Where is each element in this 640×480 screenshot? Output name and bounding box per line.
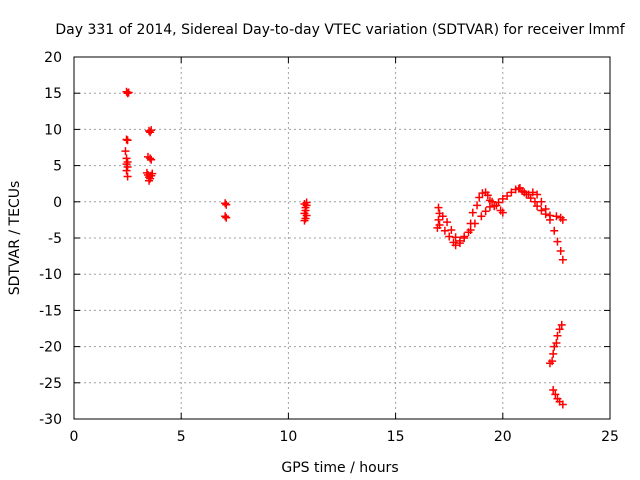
- data-point: [475, 193, 484, 202]
- data-point: [551, 390, 560, 399]
- data-point: [541, 205, 550, 214]
- data-point: [548, 357, 557, 366]
- data-point: [122, 166, 131, 175]
- data-point: [503, 192, 512, 201]
- data-point: [483, 191, 492, 200]
- axis-ticks: [73, 56, 611, 420]
- data-point: [553, 331, 562, 340]
- data-point: [221, 199, 230, 208]
- y-tick-label: -15: [39, 303, 62, 319]
- data-point: [533, 190, 542, 199]
- data-point: [473, 201, 482, 210]
- data-point: [435, 220, 444, 229]
- data-point: [528, 188, 537, 197]
- data-point: [148, 169, 157, 178]
- y-tick-label: -20: [39, 340, 62, 356]
- data-point: [434, 203, 443, 212]
- data-point: [451, 241, 460, 250]
- data-point: [537, 206, 546, 215]
- data-point: [549, 386, 558, 395]
- data-point: [537, 197, 546, 206]
- data-point: [555, 325, 564, 334]
- data-point: [515, 184, 524, 193]
- y-tick-label: 20: [44, 50, 62, 66]
- chart-title: Day 331 of 2014, Sidereal Day-to-day VTE…: [55, 22, 625, 38]
- data-point: [440, 226, 449, 235]
- x-tick-labels: 0 5 10 15 20 25: [70, 429, 619, 445]
- data-point: [533, 202, 542, 211]
- data-point: [221, 212, 230, 221]
- data-point: [300, 216, 309, 225]
- x-tick-label: 20: [494, 429, 512, 445]
- data-point: [477, 212, 486, 221]
- x-tick-label: 0: [70, 429, 79, 445]
- data-points: [121, 87, 567, 409]
- data-point: [524, 190, 533, 199]
- y-tick-label: -5: [48, 231, 62, 247]
- data-point: [123, 136, 132, 145]
- data-point: [123, 172, 132, 181]
- data-point: [121, 147, 130, 156]
- y-tick-labels: -30 -25 -20 -15 -10 -5 0 5 10 15 20: [39, 50, 62, 428]
- data-point: [470, 219, 479, 228]
- data-point: [222, 200, 231, 209]
- data-point: [552, 338, 561, 347]
- y-tick-label: 15: [44, 86, 62, 102]
- data-point: [145, 176, 154, 185]
- data-point: [123, 163, 132, 172]
- data-point: [549, 349, 558, 358]
- data-point: [443, 218, 452, 227]
- data-point: [488, 197, 497, 206]
- data-point: [498, 208, 507, 217]
- x-tick-label: 5: [177, 429, 186, 445]
- y-tick-label: 0: [53, 195, 62, 211]
- data-point: [460, 232, 469, 241]
- x-axis-label: GPS time / hours: [281, 460, 398, 476]
- y-tick-label: 10: [44, 122, 62, 138]
- data-point: [302, 198, 311, 207]
- data-point: [455, 239, 464, 248]
- data-point: [468, 208, 477, 217]
- data-point: [557, 320, 566, 329]
- data-point: [507, 188, 516, 197]
- x-tick-label: 10: [279, 429, 297, 445]
- y-tick-label: -10: [39, 267, 62, 283]
- data-point: [445, 232, 454, 241]
- grid: [74, 57, 610, 419]
- y-tick-label: -25: [39, 376, 62, 392]
- data-point: [553, 237, 562, 246]
- data-point: [147, 155, 156, 164]
- data-point: [558, 255, 567, 264]
- data-point: [550, 226, 559, 235]
- data-point: [492, 201, 501, 210]
- x-tick-label: 25: [601, 429, 619, 445]
- data-point: [545, 215, 554, 224]
- y-tick-label: -30: [39, 412, 62, 428]
- x-tick-label: 15: [387, 429, 405, 445]
- data-point: [146, 154, 155, 163]
- data-point: [498, 194, 507, 203]
- data-point: [438, 212, 447, 221]
- data-point: [222, 213, 231, 222]
- data-point: [434, 215, 443, 224]
- data-point: [558, 215, 567, 224]
- y-axis-label: SDTVAR / TECUs: [7, 181, 23, 296]
- data-point: [520, 188, 529, 197]
- data-point: [558, 400, 567, 409]
- data-point: [552, 212, 561, 221]
- data-point: [147, 126, 156, 135]
- y-tick-label: 5: [53, 159, 62, 175]
- data-point: [466, 226, 475, 235]
- data-point: [124, 88, 133, 97]
- data-point: [556, 247, 565, 256]
- data-point: [481, 207, 490, 216]
